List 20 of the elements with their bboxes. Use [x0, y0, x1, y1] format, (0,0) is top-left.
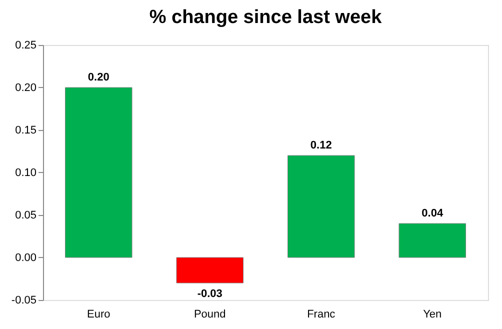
y-tick-label: 0.20 — [15, 82, 36, 94]
bar — [398, 223, 466, 258]
data-label: 0.04 — [422, 208, 444, 220]
data-label: 0.12 — [310, 140, 332, 152]
y-tick-label: 0.15 — [15, 124, 36, 136]
x-tick-label: Franc — [307, 308, 336, 320]
bar — [65, 87, 132, 258]
y-tick-label: 0.10 — [15, 167, 36, 179]
x-tick-label: Euro — [87, 308, 110, 320]
y-tick-label: -0.05 — [11, 294, 36, 306]
x-tick-label: Pound — [194, 308, 226, 320]
y-tick-label: 0.25 — [15, 40, 36, 52]
data-label: 0.20 — [88, 72, 110, 84]
y-tick-label: 0.05 — [15, 210, 36, 222]
chart-title: % change since last week — [149, 7, 382, 28]
x-tick-label: Yen — [423, 308, 442, 320]
data-label: -0.03 — [197, 288, 222, 300]
bar — [288, 155, 355, 258]
bar — [176, 257, 244, 284]
y-tick-label: 0.00 — [15, 252, 36, 264]
